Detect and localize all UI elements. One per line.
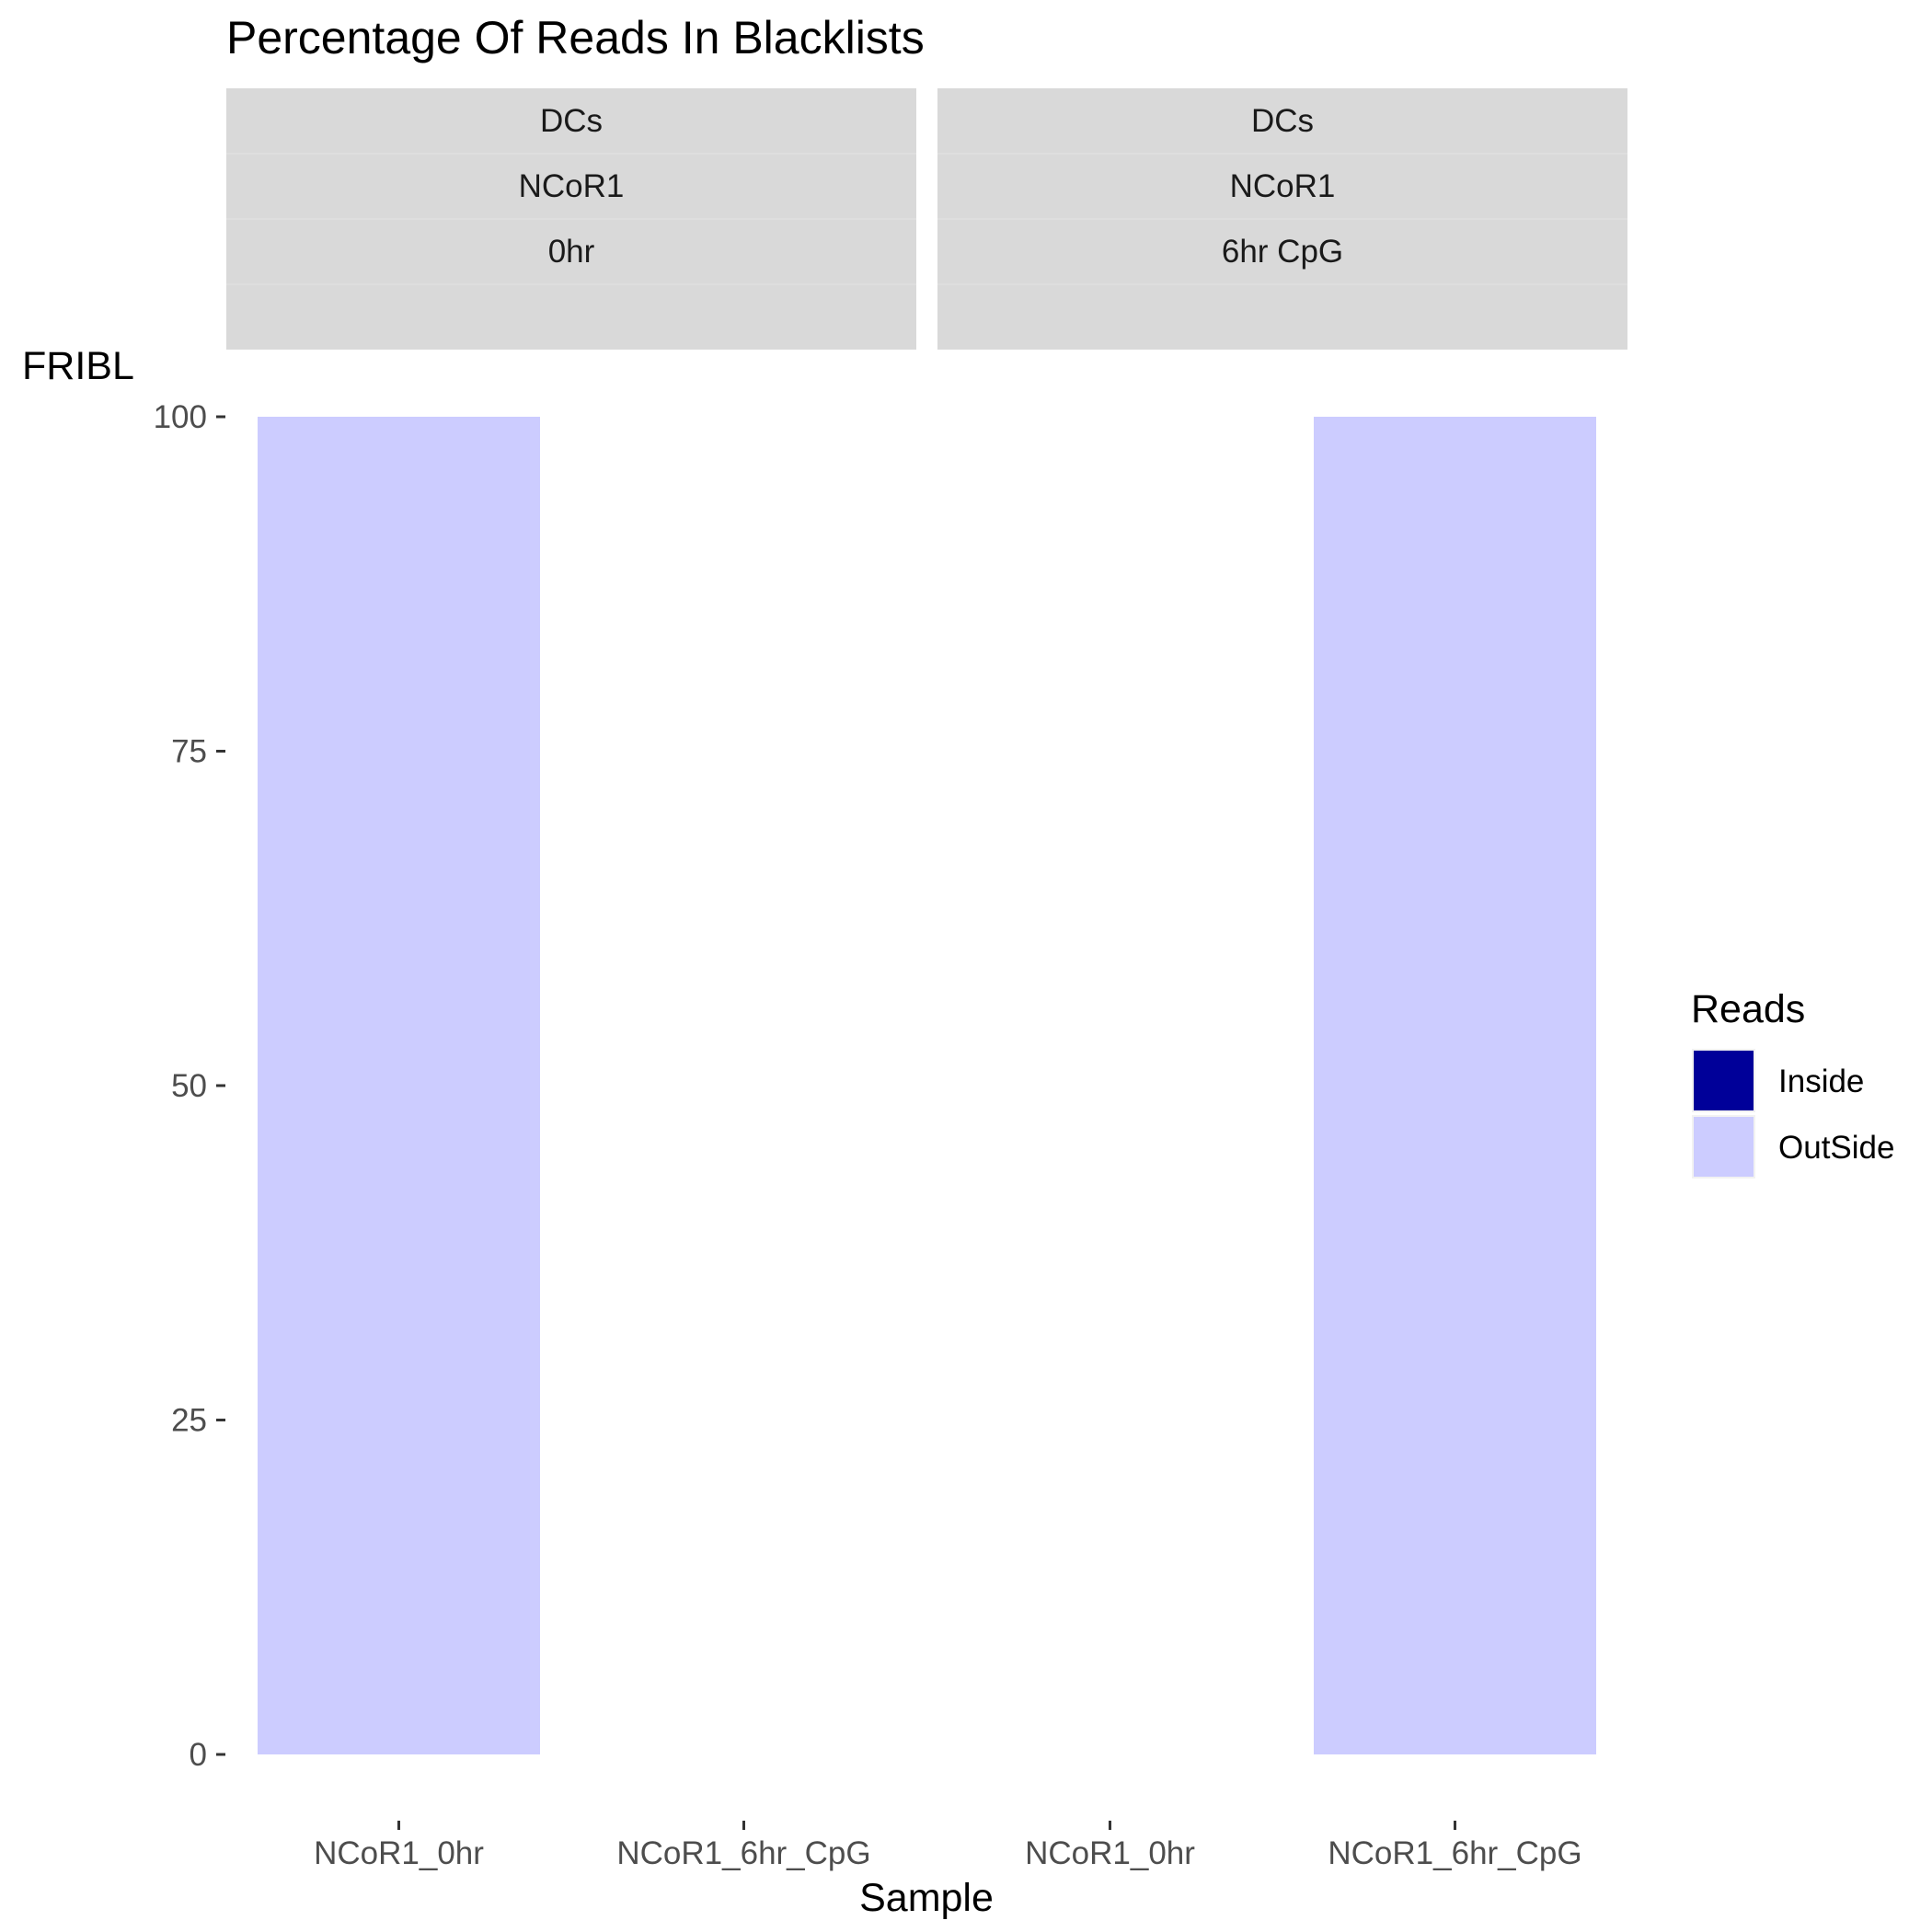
y-axis-label: FRIBL	[22, 344, 134, 388]
facet-strip-label: 0hr	[548, 234, 595, 270]
facet-strip-label: DCs	[1251, 103, 1314, 139]
x-tick-label: NCoR1_0hr	[1025, 1835, 1195, 1871]
x-tick-label: NCoR1_6hr_CpG	[1328, 1835, 1581, 1871]
facet-strip-label: 6hr CpG	[1222, 234, 1343, 270]
y-axis: 0 25 50 75 100	[154, 399, 225, 1773]
legend-label: Inside	[1778, 1064, 1864, 1099]
x-tick-label: NCoR1_0hr	[314, 1835, 484, 1871]
x-axis-label: Sample	[859, 1876, 994, 1920]
facet-strip-label: NCoR1	[1230, 168, 1336, 204]
facets: DCs NCoR1 0hr NCoR1_0hr NCoR1_6hr_CpG DCs NCoR…	[226, 88, 1627, 1871]
y-tick-label: 25	[171, 1403, 207, 1439]
chart-title: Percentage Of Reads In Blacklists	[226, 12, 925, 63]
y-tick-label: 100	[154, 399, 207, 435]
bar	[258, 417, 540, 1754]
y-tick-label: 50	[171, 1068, 207, 1104]
y-tick-label: 0	[190, 1737, 207, 1773]
bar	[1314, 417, 1596, 1754]
facet-panel: DCs NCoR1 6hr CpG NCoR1_0hr NCoR1_6hr_CpG	[937, 88, 1627, 1871]
facet-strip-label: DCs	[540, 103, 603, 139]
legend-swatch	[1694, 1117, 1754, 1177]
legend: Reads Inside OutSide	[1691, 987, 1894, 1179]
facet-panel: DCs NCoR1 0hr NCoR1_0hr NCoR1_6hr_CpG	[226, 88, 916, 1871]
x-tick-label: NCoR1_6hr_CpG	[616, 1835, 870, 1871]
legend-label: OutSide	[1778, 1130, 1894, 1166]
legend-swatch	[1694, 1051, 1754, 1110]
y-tick-label: 75	[171, 734, 207, 770]
facet-strip-label: NCoR1	[519, 168, 625, 204]
legend-title: Reads	[1691, 987, 1805, 1031]
